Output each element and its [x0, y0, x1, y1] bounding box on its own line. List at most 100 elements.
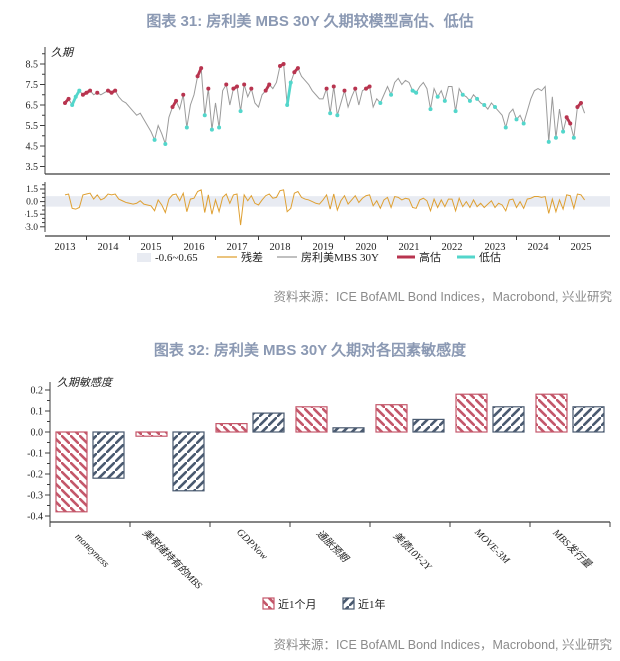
bar-1month	[295, 406, 328, 433]
underestimate-marker	[209, 127, 214, 132]
overestimate-marker	[88, 88, 93, 93]
overestimate-marker	[564, 115, 569, 120]
underestimate-marker	[335, 113, 340, 118]
underestimate-marker	[163, 141, 168, 146]
duration-line	[64, 63, 586, 145]
overestimate-marker	[199, 66, 204, 71]
overestimate-marker	[181, 92, 186, 97]
chart32-plot: 0.2 0.1 0.0 -0.1 -0.2 -0.3 -0.4 久期敏感度 moneyness 美…	[27, 376, 611, 592]
bar-1year	[172, 431, 205, 492]
x-tick-label: 2025	[571, 242, 592, 253]
overestimate-marker	[364, 86, 368, 91]
underestimate-marker	[73, 94, 78, 99]
overestimate-marker	[324, 86, 329, 91]
bar-1month	[55, 431, 88, 513]
bar-1year	[92, 431, 125, 479]
underestimate-marker	[328, 111, 333, 116]
bar-1year	[492, 406, 525, 433]
y-tick-label: -0.3	[27, 491, 43, 502]
chart32-title: 图表 32: 房利美 MBS 30Y 久期对各因素敏感度	[153, 342, 467, 359]
x-tick-label: 2022	[442, 242, 463, 253]
underestimate-marker	[428, 107, 433, 112]
overestimate-marker	[113, 88, 118, 93]
overestimate-marker	[109, 90, 114, 95]
legend-1year-swatch	[342, 597, 355, 610]
chart32-legend: 近1个月 近1年	[262, 597, 386, 611]
overestimate-marker	[568, 121, 573, 126]
residual-tick-label: -3.0	[25, 223, 38, 233]
underestimate-marker	[184, 125, 189, 130]
sensitivity-bar-chart: 0.2 0.1 0.0 -0.1 -0.2 -0.3 -0.4 久期敏感度 moneyness 美…	[27, 376, 611, 611]
x-tick-label: 2017	[227, 242, 248, 253]
underestimate-marker	[493, 105, 497, 110]
x-tick-label: 2021	[399, 242, 420, 253]
y-tick-label: -0.2	[27, 470, 43, 481]
underestimate-marker	[521, 121, 526, 126]
y-tick-label: 4.5	[26, 142, 39, 153]
overestimate-marker	[170, 105, 175, 110]
bar-1year	[332, 427, 365, 433]
overestimate-marker	[95, 90, 100, 95]
underestimate-legend-label: 低估	[479, 251, 501, 264]
overestimate-marker	[84, 90, 89, 95]
y-tick-label: 7.5	[26, 80, 39, 91]
category-label: 美债10Y-2Y	[391, 530, 435, 574]
legend-1month-label: 近1个月	[278, 598, 317, 611]
x-tick-label: 2020	[356, 242, 377, 253]
sensitivity-axis-label: 久期敏感度	[57, 376, 114, 389]
overestimate-legend-label: 高估	[419, 250, 441, 264]
underestimate-marker	[553, 135, 558, 140]
category-label: GDPNow	[234, 527, 270, 563]
overestimate-marker	[224, 82, 229, 87]
underestimate-marker	[238, 109, 243, 114]
category-label: moneyness	[73, 531, 111, 569]
overestimate-marker	[292, 70, 297, 75]
underestimate-marker	[389, 92, 394, 97]
overestimate-marker	[63, 100, 67, 105]
overestimate-marker	[235, 84, 239, 89]
underestimate-marker	[482, 103, 487, 107]
underestimate-marker	[410, 88, 415, 93]
x-tick-label: 2024	[528, 242, 550, 253]
y-tick-label: 5.5	[26, 121, 39, 132]
x-tick-label: 2019	[313, 242, 334, 253]
chart31-legend: -0.6~0.65 残差 房利美MBS 30Y 高估 低估	[137, 250, 501, 264]
y-tick-label: 0.0	[31, 428, 44, 439]
overestimate-marker	[174, 98, 179, 103]
band-legend-swatch	[137, 253, 151, 262]
underestimate-marker	[503, 125, 508, 130]
underestimate-marker	[453, 109, 458, 114]
legend-1year-label: 近1年	[358, 597, 386, 611]
category-label: 通胀预期	[314, 528, 352, 566]
overestimate-marker	[575, 105, 580, 110]
overestimate-marker	[278, 64, 282, 69]
overestimate-marker	[80, 92, 85, 97]
category-label: 美联储持有的MBS	[140, 527, 205, 592]
residual-tick-label: 1.5	[26, 185, 38, 195]
y-tick-label: 3.5	[26, 162, 39, 173]
chart31-plot: 8.5 7.5 6.5 5.5 4.5 3.5 久期 1.5 0.0 -1.5 -3.0 2013 20…	[25, 46, 610, 253]
duration-legend-label: 房利美MBS 30Y	[301, 251, 379, 264]
overestimate-marker	[353, 86, 358, 91]
underestimate-marker	[467, 98, 472, 103]
overestimate-marker	[367, 84, 372, 89]
overestimate-marker	[106, 88, 110, 93]
underestimate-marker	[435, 94, 440, 99]
bar-1year	[252, 412, 285, 433]
overestimate-marker	[263, 88, 268, 93]
residual-tick-label: 0.0	[26, 198, 38, 208]
bar-1year	[412, 418, 445, 433]
underestimate-marker	[561, 129, 566, 134]
overestimate-marker	[195, 74, 200, 79]
chart32-source: 资料来源：ICE BofAML Bond Indices，Macrobond, …	[273, 638, 612, 652]
x-tick-label: 2013	[55, 242, 76, 253]
overestimate-marker	[281, 62, 286, 66]
residual-legend-label: 残差	[241, 250, 263, 264]
y-tick-label: -0.4	[27, 512, 43, 523]
overestimate-marker	[342, 88, 347, 93]
x-tick-label: 2018	[270, 242, 291, 253]
x-tick-label: 2014	[98, 242, 120, 253]
bar-1month	[215, 422, 248, 433]
underestimate-marker	[77, 88, 82, 93]
overestimate-marker	[267, 82, 272, 87]
